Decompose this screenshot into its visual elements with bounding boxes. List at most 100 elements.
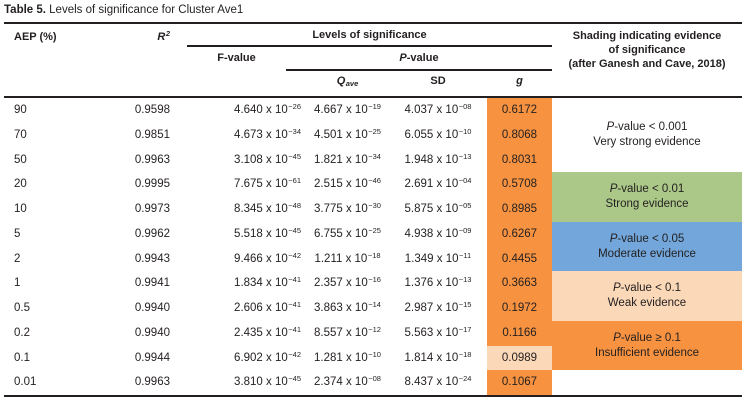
legend-block-insufficient: P-value ≥ 0.1 Insufficient evidence: [552, 320, 742, 371]
legend-threshold: P-value < 0.05: [609, 232, 685, 245]
sd-cell: 1.948 x 10−13: [404, 151, 472, 166]
r2-cell: 0.9973: [134, 203, 170, 215]
r2-cell: 0.9941: [134, 277, 170, 290]
col-header-g: g: [516, 75, 523, 87]
q-ave-cell: 8.557 x 10−12: [314, 324, 381, 339]
r2-cell: 0.9963: [134, 376, 170, 389]
legend-evidence-label: Moderate evidence: [598, 247, 696, 260]
aep-cell: 2: [14, 252, 21, 265]
legend-evidence-label: Insufficient evidence: [595, 346, 699, 359]
f-value-cell: 3.108 x 10−45: [234, 151, 301, 166]
q-ave-cell: 3.775 x 10−30: [314, 201, 381, 215]
g-cell: 0.6172: [487, 98, 552, 123]
g-cell: 0.5708: [487, 172, 552, 197]
legend-block-moderate: P-value < 0.05 Moderate evidence: [552, 221, 742, 272]
legend-threshold: P-value < 0.01: [609, 183, 685, 195]
table-header: AEP (%) R2 Levels of significance F-valu…: [4, 24, 742, 98]
legend-block-very-strong: P-value < 0.001 Very strong evidence: [552, 98, 742, 172]
g-cell: 0.8985: [487, 197, 552, 222]
f-value-cell: 8.345 x 10−48: [234, 201, 301, 215]
sd-cell: 6.055 x 10−10: [404, 126, 472, 141]
f-value-cell: 6.902 x 10−42: [234, 349, 301, 364]
aep-cell: 5: [14, 227, 21, 240]
f-value-cell: 2.606 x 10−41: [234, 300, 301, 314]
q-ave-cell: 2.374 x 10−08: [314, 374, 381, 389]
r2-cell: 0.9962: [134, 227, 170, 240]
r2-cell: 0.9598: [134, 104, 170, 116]
aep-cell: 20: [14, 178, 27, 191]
col-group-header-levels: Levels of significance: [312, 29, 427, 41]
table-wrapper: Table 5. Levels of significance for Clus…: [4, 0, 742, 397]
aep-cell: 70: [14, 128, 27, 141]
q-ave-cell: 1.281 x 10−10: [314, 349, 381, 364]
f-value-cell: 7.675 x 10−61: [234, 176, 301, 191]
r2-cell: 0.9940: [134, 302, 170, 314]
r2-cell: 0.9963: [134, 153, 170, 166]
q-ave-cell: 2.357 x 10−16: [314, 275, 381, 290]
q-ave-cell: 4.501 x 10−25: [314, 126, 381, 141]
g-cell: 0.1166: [487, 320, 552, 346]
aep-cell: 90: [14, 104, 27, 116]
sd-cell: 8.437 x 10−24: [404, 374, 472, 389]
g-cell: 0.4455: [487, 246, 552, 272]
q-ave-cell: 1.211 x 10−18: [314, 250, 381, 265]
legend-block-empty: [552, 370, 742, 395]
aep-cell: 0.2: [14, 326, 30, 339]
g-cell: 0.3663: [487, 271, 552, 296]
shading-header-line-3: (after Ganesh and Cave, 2018): [568, 58, 726, 70]
sd-cell: 5.563 x 10−17: [404, 324, 472, 339]
f-value-cell: 3.810 x 10−45: [234, 374, 301, 389]
sd-cell: 1.349 x 10−11: [404, 250, 472, 265]
f-value-cell: 2.435 x 10−41: [234, 324, 301, 339]
q-ave-cell: 6.755 x 10−25: [314, 225, 381, 240]
legend-threshold: P-value < 0.1: [612, 282, 682, 294]
legend-threshold: P-value ≥ 0.1: [613, 331, 681, 344]
sd-cell: 4.938 x 10−09: [404, 225, 472, 240]
table-title-text: Levels of significance for Cluster Ave1: [45, 4, 244, 16]
table-title: Table 5. Levels of significance for Clus…: [4, 0, 742, 21]
g-cell: 0.8068: [487, 122, 552, 148]
g-cell: 0.1972: [487, 296, 552, 321]
p-value-divider: [286, 69, 552, 71]
table-bottom-divider: [4, 395, 742, 397]
aep-cell: 10: [14, 203, 27, 215]
legend-evidence-label: Strong evidence: [605, 198, 689, 210]
col-header-sd: SD: [430, 75, 446, 87]
sd-cell: 2.987 x 10−15: [404, 300, 472, 314]
title-divider: [4, 22, 742, 24]
r2-cell: 0.9943: [134, 252, 170, 265]
col-header-shading-legend: Shading indicating evidence of significa…: [552, 29, 742, 71]
aep-cell: 50: [14, 153, 27, 166]
q-ave-cell: 4.667 x 10−19: [314, 102, 381, 116]
r2-cell: 0.9944: [134, 351, 170, 364]
sd-cell: 1.814 x 10−18: [404, 349, 472, 364]
legend-block-strong: P-value < 0.01 Strong evidence: [552, 172, 742, 222]
q-ave-cell: 3.863 x 10−14: [314, 300, 381, 314]
shading-header-line-2: of significance: [608, 44, 686, 56]
levels-of-significance-group: Levels of significance F-value P-value Q…: [187, 24, 552, 96]
q-ave-cell: 1.821 x 10−34: [314, 151, 381, 166]
f-value-cell: 4.673 x 10−34: [234, 126, 301, 141]
g-cell: 0.0989: [487, 345, 552, 371]
r2-cell: 0.9851: [134, 128, 170, 141]
levels-divider: [187, 45, 552, 47]
table-body: 90 0.9598 4.640 x 10−26 4.667 x 10−19 4.…: [4, 98, 742, 395]
aep-cell: 0.1: [14, 351, 30, 364]
shading-header-line-1: Shading indicating evidence: [572, 30, 722, 42]
f-value-cell: 9.466 x 10−42: [234, 250, 301, 265]
g-cell: 0.8031: [487, 147, 552, 173]
sd-cell: 2.691 x 10−04: [404, 176, 472, 191]
r2-cell: 0.9995: [134, 178, 170, 191]
legend-block-weak: P-value < 0.1 Weak evidence: [552, 271, 742, 321]
sd-cell: 4.037 x 10−08: [404, 102, 472, 116]
aep-cell: 0.5: [14, 302, 30, 314]
aep-cell: 1: [14, 277, 21, 290]
f-value-cell: 1.834 x 10−41: [234, 275, 301, 290]
sd-cell: 1.376 x 10−13: [404, 275, 472, 290]
r2-cell: 0.9940: [134, 326, 170, 339]
aep-cell: 0.01: [14, 376, 37, 389]
g-cell: 0.6267: [487, 221, 552, 247]
q-ave-cell: 2.515 x 10−46: [314, 176, 381, 191]
legend-evidence-label: Very strong evidence: [593, 136, 701, 149]
